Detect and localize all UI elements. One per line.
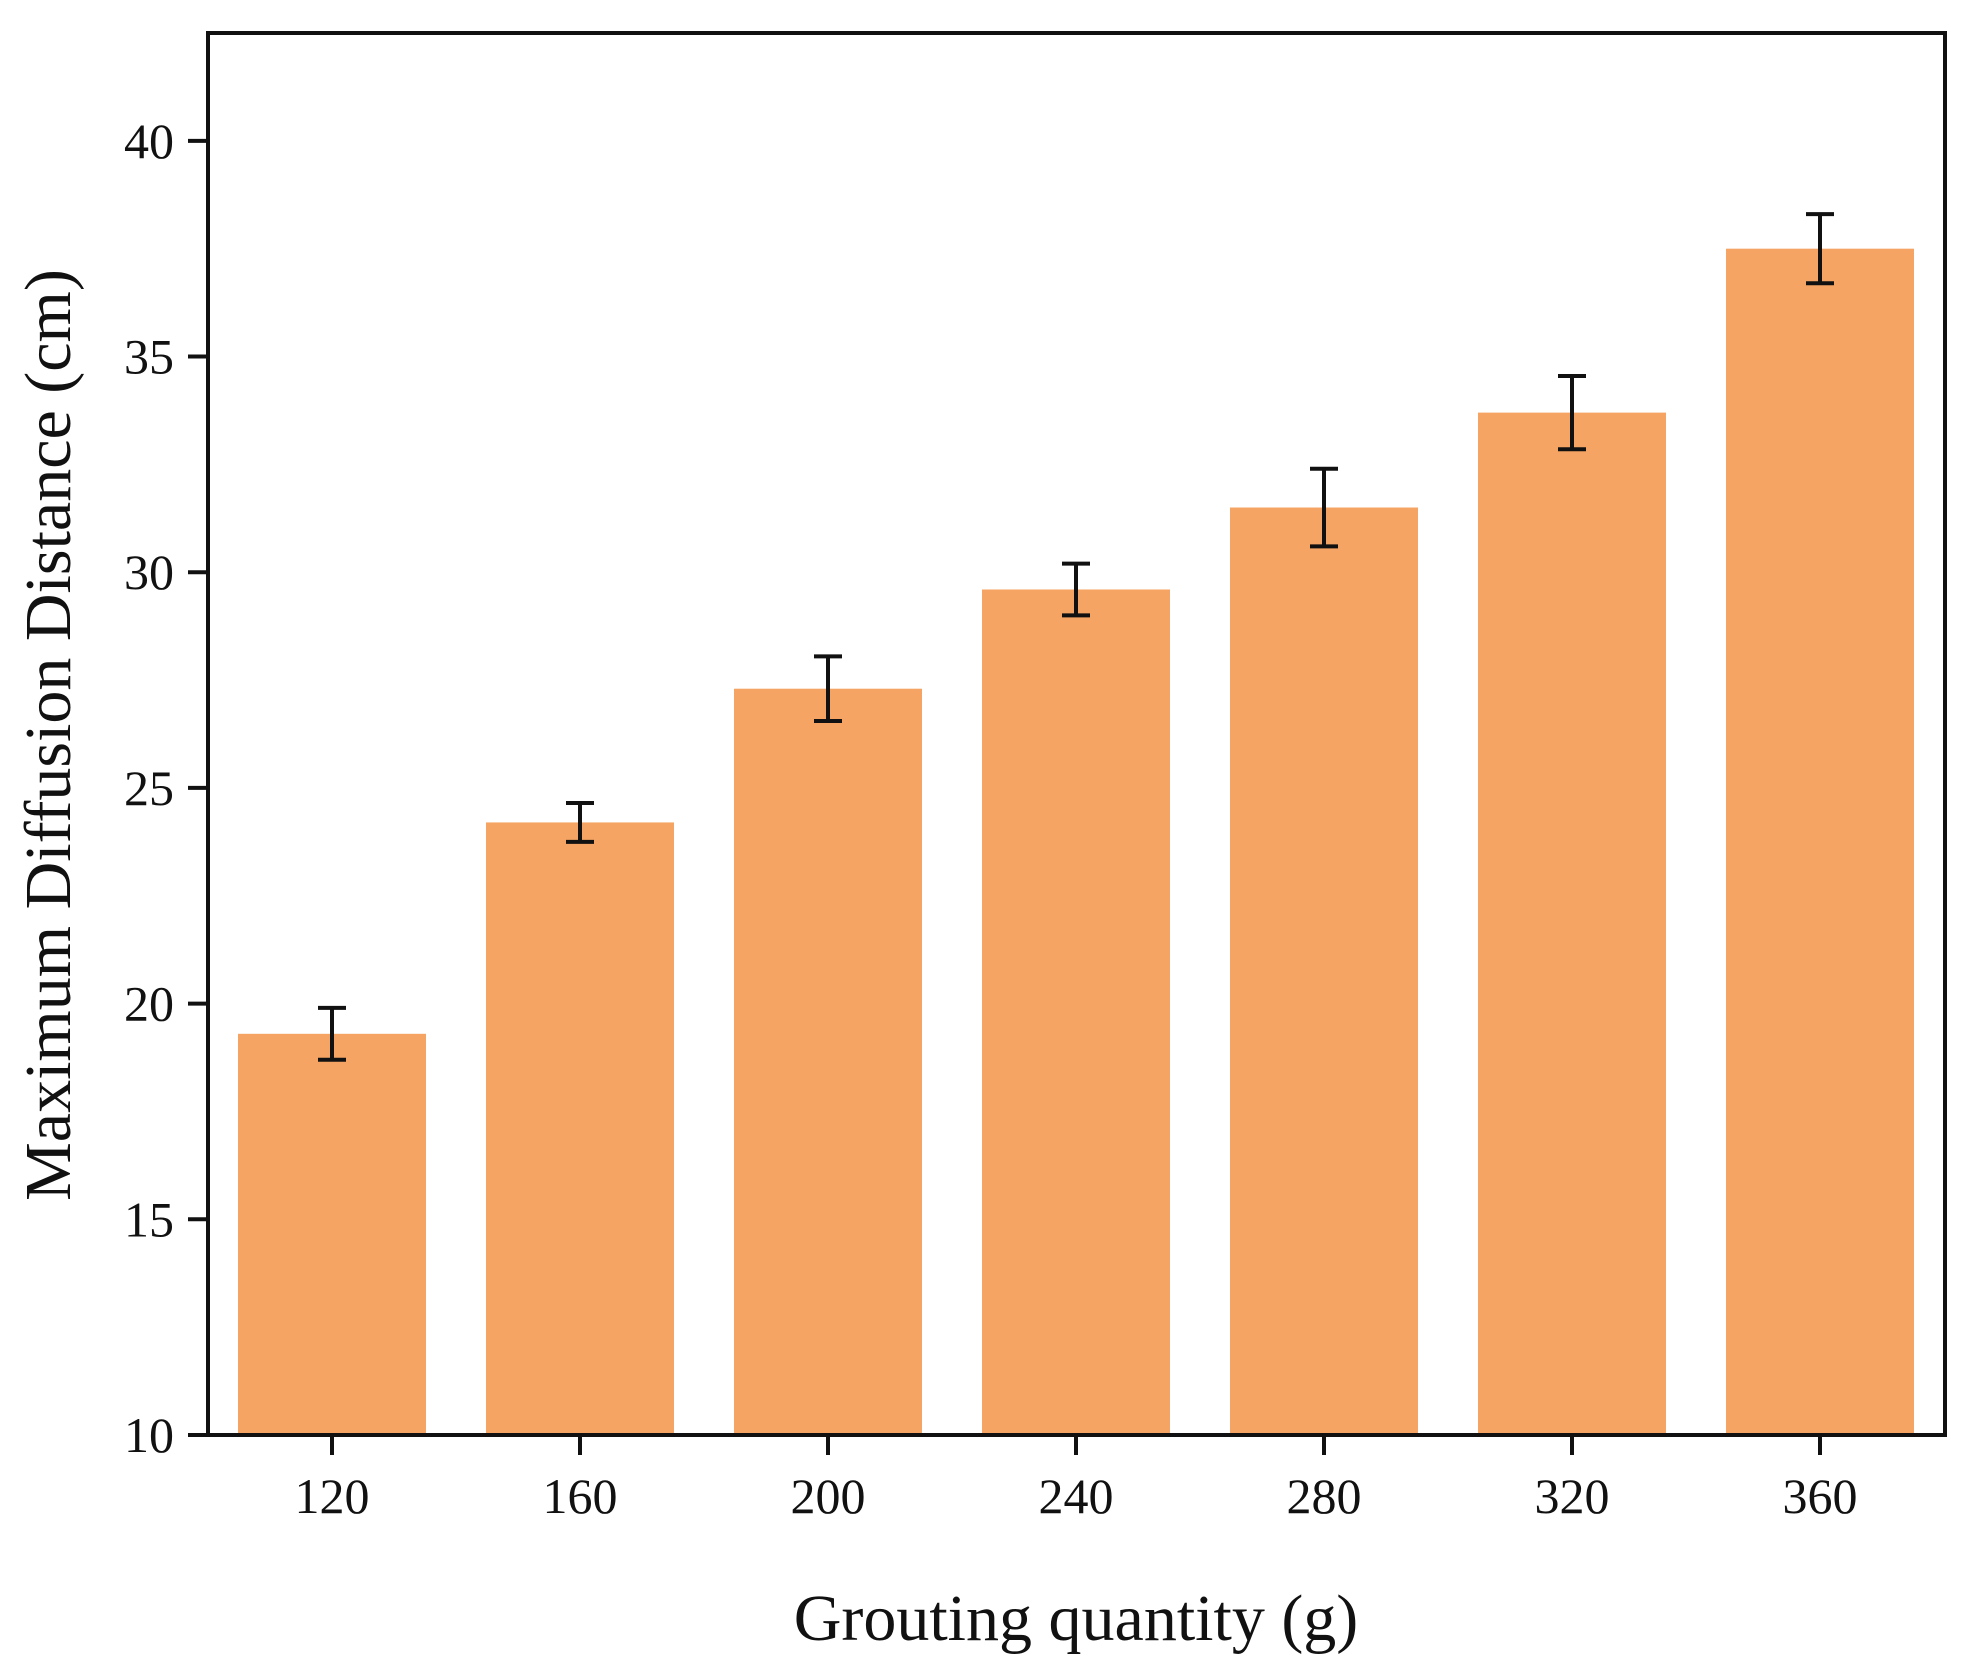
error-bar-160 [566, 801, 594, 844]
bar-160 [486, 822, 674, 1435]
y-tick-label-30: 30 [124, 544, 174, 600]
error-bar-120 [318, 1005, 346, 1062]
bar-200 [734, 688, 922, 1435]
bar-360 [1726, 248, 1914, 1436]
bar-240 [982, 589, 1170, 1435]
bar-280 [1230, 507, 1418, 1435]
x-axis-ticks: 120 160 200 240 280 320 360 [295, 1435, 1858, 1524]
x-tick-label-240: 240 [1039, 1468, 1114, 1524]
y-axis-ticks: 10 15 20 25 30 35 40 [124, 113, 208, 1463]
error-bar-240 [1062, 561, 1090, 618]
error-bar-280 [1310, 466, 1338, 549]
bar-120 [238, 1033, 426, 1435]
x-tick-label-200: 200 [791, 1468, 866, 1524]
bar-320 [1478, 412, 1666, 1435]
x-tick-label-280: 280 [1287, 1468, 1362, 1524]
x-tick-label-160: 160 [543, 1468, 618, 1524]
bars-group [238, 248, 1914, 1436]
y-tick-label-40: 40 [124, 113, 174, 169]
y-tick-label-20: 20 [124, 976, 174, 1032]
x-axis-title: Grouting quantity (g) [794, 1582, 1359, 1655]
x-tick-label-120: 120 [295, 1468, 370, 1524]
y-tick-label-35: 35 [124, 329, 174, 385]
x-tick-label-320: 320 [1535, 1468, 1610, 1524]
y-tick-label-15: 15 [124, 1191, 174, 1247]
error-bar-360 [1806, 212, 1834, 286]
error-bar-320 [1558, 373, 1586, 452]
error-bar-200 [814, 654, 842, 724]
y-tick-label-25: 25 [124, 760, 174, 816]
error-bars-group [318, 212, 1834, 1062]
x-tick-label-360: 360 [1783, 1468, 1858, 1524]
y-axis-title: Maximum Diffusion Distance (cm) [12, 269, 85, 1201]
y-tick-label-10: 10 [124, 1407, 174, 1463]
